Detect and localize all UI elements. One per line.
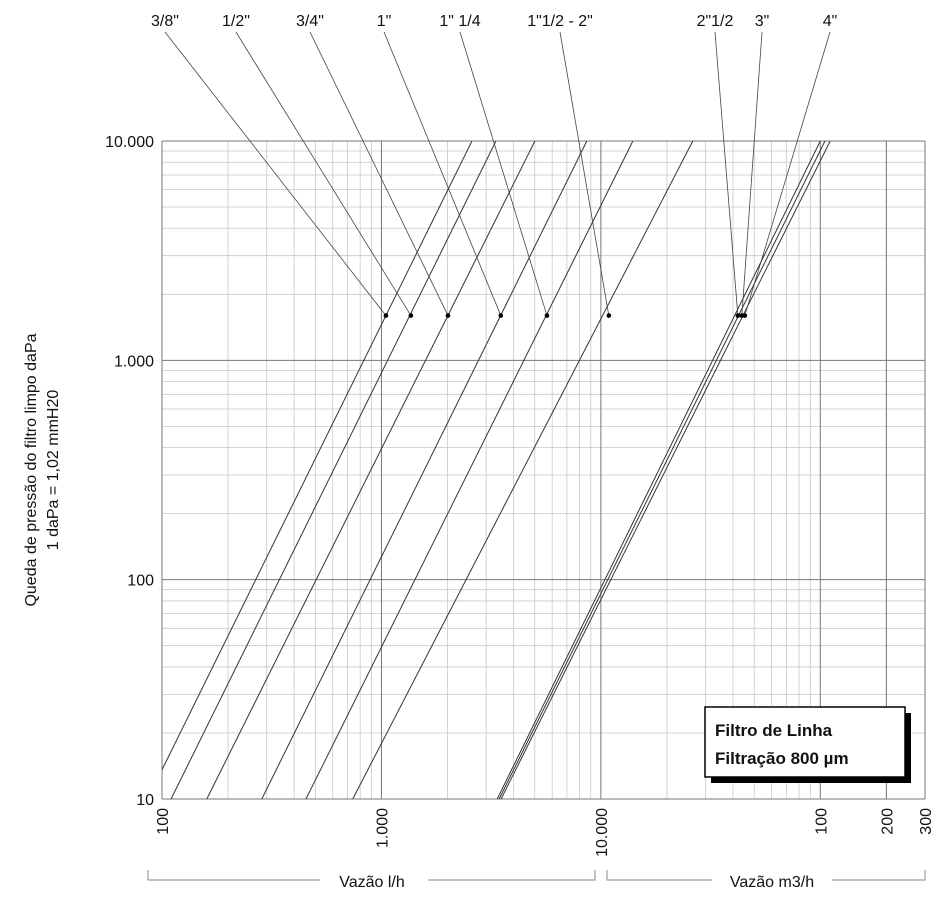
marker: [445, 313, 451, 318]
x-axis-label: Vazão l/h: [339, 874, 405, 891]
leader-line: [383, 31, 502, 316]
legend-label: 3/8": [151, 13, 179, 30]
marker: [408, 313, 414, 318]
note-line: Filtração 800 µm: [715, 749, 849, 768]
leader-line: [741, 31, 763, 316]
legend-label: 1": [377, 13, 392, 30]
x-tick-label: 1.000: [374, 808, 391, 848]
marker: [742, 313, 748, 318]
leader-line: [714, 31, 739, 316]
label-bg: [320, 870, 428, 892]
x-axis-label: Vazão m3/h: [730, 874, 814, 891]
leader-line: [309, 31, 449, 316]
series-line: [352, 141, 694, 799]
y-tick-label: 1.000: [114, 353, 154, 370]
series-line: [170, 141, 497, 799]
marker: [606, 313, 612, 318]
x-tick-label: 100: [813, 808, 830, 835]
legend-label: 3": [755, 13, 770, 30]
lines: [162, 141, 831, 799]
series-line: [500, 141, 831, 799]
y-label-line: Queda de pressão do filtro limpo daPa: [23, 333, 40, 606]
series-line: [496, 141, 821, 799]
leader-line: [459, 31, 548, 316]
y-axis-label: Queda de pressão do filtro limpo daPa 1 …: [23, 333, 62, 606]
leader-line: [744, 31, 831, 316]
legend-label: 3/4": [296, 13, 324, 30]
x-tick-label: 10.000: [594, 808, 611, 857]
leader-line: [164, 31, 387, 316]
label-bg: [712, 870, 832, 892]
marker: [498, 313, 504, 318]
legend-label: 4": [823, 13, 838, 30]
x-tick-label: 100: [155, 808, 172, 835]
marker: [544, 313, 550, 318]
series-line: [305, 141, 634, 799]
leader-line: [559, 31, 610, 316]
series-line: [162, 141, 473, 771]
legend-label: 2"1/2: [697, 13, 734, 30]
plot: 100 1.000 10.000 100 200 300101001.00010.0003…: [105, 13, 933, 857]
x-tick-label: 200: [879, 808, 896, 835]
leader-line: [235, 31, 412, 316]
series-line: [206, 141, 536, 799]
y-label-line: 1 daPa = 1,02 mmH20: [45, 390, 62, 551]
series-line: [498, 141, 826, 799]
note-box: [704, 706, 906, 778]
series-line: [261, 141, 588, 799]
legend-label: 1/2": [222, 13, 250, 30]
y-tick-label: 100: [127, 573, 154, 590]
marker: [735, 313, 741, 318]
legend-label: 1" 1/4: [439, 13, 480, 30]
y-tick-label: 10: [136, 792, 154, 809]
note-line: Filtro de Linha: [715, 721, 833, 740]
x-tick-label: 300: [918, 808, 933, 835]
marker: [383, 313, 389, 318]
y-tick-label: 10.000: [105, 134, 154, 151]
legend-label: 1"1/2 - 2": [527, 13, 593, 30]
